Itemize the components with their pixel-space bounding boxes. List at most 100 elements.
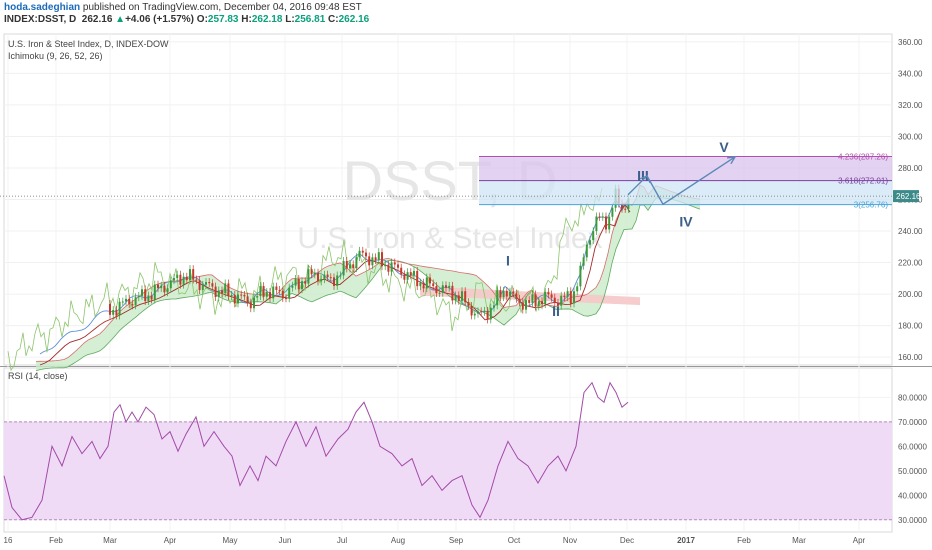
candle [230, 290, 233, 300]
candle [125, 294, 127, 306]
candle [329, 273, 332, 282]
wave-label: II [552, 303, 560, 319]
fib-level-label: 4.236(287.26) [838, 153, 888, 162]
candle [406, 268, 409, 284]
candle [419, 278, 422, 291]
candle [317, 268, 319, 286]
candle [243, 290, 246, 301]
last-price-badge [893, 190, 919, 203]
price-tick-label: 340.00 [898, 69, 923, 78]
candle [217, 286, 220, 301]
wave-peak-arrow [639, 175, 651, 184]
candle [269, 288, 271, 303]
price-axis[interactable]: 360.00340.00320.00300.00280.00260.00240.… [893, 38, 927, 525]
candle [387, 260, 390, 276]
wave-projection [627, 156, 736, 206]
author-link[interactable]: hoda.sadeghian [4, 2, 81, 13]
price-tick-label: 320.00 [898, 101, 923, 110]
candle [313, 268, 316, 279]
candle [605, 212, 607, 234]
candle [262, 282, 265, 301]
candle [342, 257, 345, 280]
price-tick-label: 300.00 [898, 132, 923, 141]
candle [400, 263, 403, 279]
candle [445, 281, 447, 292]
candle [550, 290, 553, 302]
time-tick-label: 2017 [677, 536, 695, 545]
wave-label: V [719, 139, 729, 155]
candle [448, 281, 451, 292]
candle [557, 298, 559, 310]
candle [432, 279, 435, 290]
candle [598, 212, 601, 221]
candle [240, 290, 243, 299]
rsi-title: RSI (14, close) [8, 371, 68, 381]
candle [576, 282, 579, 296]
candle [560, 291, 563, 310]
ohlc-line: INDEX:DSST, D 262.16 ▲+4.06 (+1.57%) O:2… [4, 14, 369, 25]
candle [518, 294, 521, 307]
high-value: 262.18 [251, 14, 283, 25]
wave-label: III [637, 168, 649, 184]
watermark-name: U.S. Iron & Steel Index [297, 222, 602, 255]
candle [195, 275, 198, 285]
candle [425, 273, 428, 293]
candle [429, 273, 431, 288]
candle [579, 261, 582, 291]
candle [368, 252, 371, 270]
time-tick-label: Feb [49, 536, 63, 545]
candle [134, 293, 137, 310]
candle [214, 282, 217, 301]
candle [285, 294, 287, 303]
candle [499, 286, 502, 302]
candle [441, 281, 444, 297]
candle [390, 258, 393, 276]
candle [589, 236, 591, 249]
candle [118, 297, 121, 320]
candle [381, 248, 383, 271]
candle [147, 291, 150, 306]
rsi-tick-label: 30.0000 [898, 516, 927, 525]
change-value: +4.06 (+1.57%) [125, 14, 195, 25]
candle [141, 285, 143, 300]
candle [422, 278, 425, 293]
candle [483, 306, 486, 316]
candle [502, 286, 505, 302]
candle [336, 271, 339, 290]
candle [509, 287, 511, 301]
candle [128, 294, 131, 309]
candle [515, 289, 518, 303]
candle [569, 287, 572, 308]
candle [352, 260, 355, 273]
time-tick-label: Aug [391, 536, 405, 545]
candle [547, 287, 550, 299]
candle [374, 253, 377, 265]
candle [288, 283, 291, 303]
candle [505, 286, 508, 301]
candle [208, 278, 211, 288]
publish-line: hoda.sadeghian published on TradingView.… [4, 2, 362, 13]
fib-zone-lower [479, 180, 892, 205]
rsi-series [3, 381, 629, 521]
candle [371, 253, 374, 270]
rsi-band-fill [4, 421, 892, 520]
candle [189, 265, 191, 285]
candle [611, 203, 614, 221]
price-tick-label: 200.00 [898, 290, 923, 299]
time-axis[interactable]: 16 Feb Mar Apr May Jun Jul Aug Sep Oct Nov Dec 2017 F… [4, 536, 866, 545]
price-tick-label: 360.00 [898, 38, 923, 47]
time-tick-label: May [222, 536, 237, 545]
candle [237, 290, 239, 308]
candle [361, 246, 364, 257]
candle [585, 240, 588, 262]
candle [595, 212, 598, 236]
rsi-tick-label: 80.0000 [898, 393, 927, 402]
candle [409, 268, 412, 280]
candle [438, 288, 441, 298]
candle [137, 291, 140, 302]
chart-canvas[interactable]: DSST, D U.S. Iron & Steel Index 4.236(28… [0, 28, 932, 550]
wave-label: IV [679, 213, 693, 229]
candle [393, 258, 396, 269]
time-tick-label: Mar [103, 536, 117, 545]
ichimoku-legend: Ichimoku (9, 26, 52, 26) [8, 51, 103, 61]
